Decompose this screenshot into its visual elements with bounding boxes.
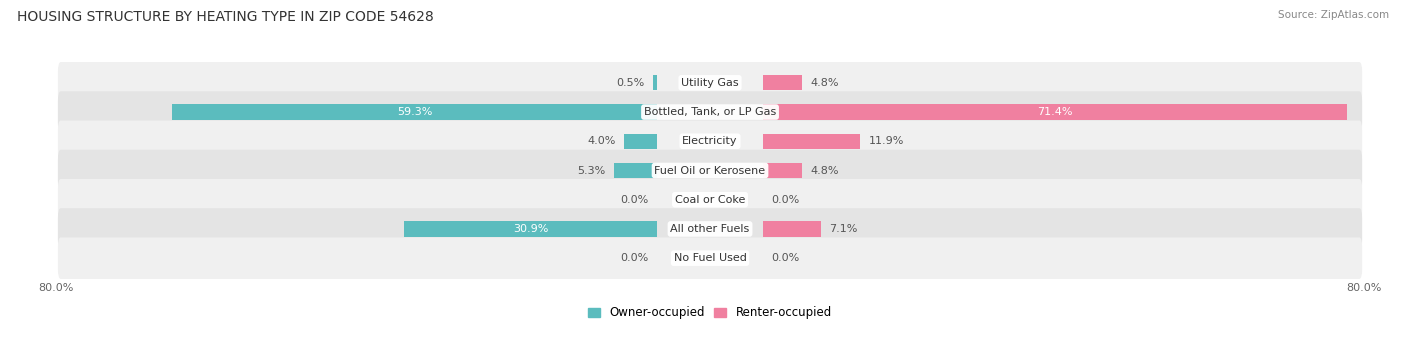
- Text: 59.3%: 59.3%: [396, 107, 432, 117]
- FancyBboxPatch shape: [58, 150, 1362, 191]
- Text: 0.0%: 0.0%: [772, 253, 800, 263]
- Legend: Owner-occupied, Renter-occupied: Owner-occupied, Renter-occupied: [583, 302, 837, 324]
- FancyBboxPatch shape: [58, 62, 1362, 104]
- Text: Utility Gas: Utility Gas: [682, 78, 738, 88]
- FancyBboxPatch shape: [58, 208, 1362, 250]
- Bar: [763, 134, 860, 149]
- Text: 0.5%: 0.5%: [616, 78, 644, 88]
- Bar: [652, 75, 657, 90]
- Text: 0.0%: 0.0%: [620, 253, 648, 263]
- Bar: [763, 221, 821, 237]
- Text: 11.9%: 11.9%: [869, 136, 904, 146]
- FancyBboxPatch shape: [58, 120, 1362, 162]
- Text: 0.0%: 0.0%: [620, 195, 648, 205]
- Bar: [613, 163, 657, 178]
- Text: Fuel Oil or Kerosene: Fuel Oil or Kerosene: [654, 165, 766, 176]
- Text: 30.9%: 30.9%: [513, 224, 548, 234]
- Text: 4.0%: 4.0%: [588, 136, 616, 146]
- Text: 0.0%: 0.0%: [772, 195, 800, 205]
- Text: 4.8%: 4.8%: [810, 78, 839, 88]
- Text: Electricity: Electricity: [682, 136, 738, 146]
- Bar: [624, 134, 657, 149]
- FancyBboxPatch shape: [58, 91, 1362, 133]
- Text: HOUSING STRUCTURE BY HEATING TYPE IN ZIP CODE 54628: HOUSING STRUCTURE BY HEATING TYPE IN ZIP…: [17, 10, 433, 24]
- Bar: [173, 104, 657, 120]
- FancyBboxPatch shape: [58, 179, 1362, 221]
- Text: 5.3%: 5.3%: [578, 165, 606, 176]
- FancyBboxPatch shape: [58, 237, 1362, 279]
- Text: 4.8%: 4.8%: [810, 165, 839, 176]
- Text: Source: ZipAtlas.com: Source: ZipAtlas.com: [1278, 10, 1389, 20]
- Text: Bottled, Tank, or LP Gas: Bottled, Tank, or LP Gas: [644, 107, 776, 117]
- Bar: [763, 75, 803, 90]
- Bar: [405, 221, 657, 237]
- Text: No Fuel Used: No Fuel Used: [673, 253, 747, 263]
- Text: 71.4%: 71.4%: [1038, 107, 1073, 117]
- Bar: [763, 163, 803, 178]
- Text: All other Fuels: All other Fuels: [671, 224, 749, 234]
- Text: 7.1%: 7.1%: [830, 224, 858, 234]
- Text: Coal or Coke: Coal or Coke: [675, 195, 745, 205]
- Bar: [763, 104, 1347, 120]
